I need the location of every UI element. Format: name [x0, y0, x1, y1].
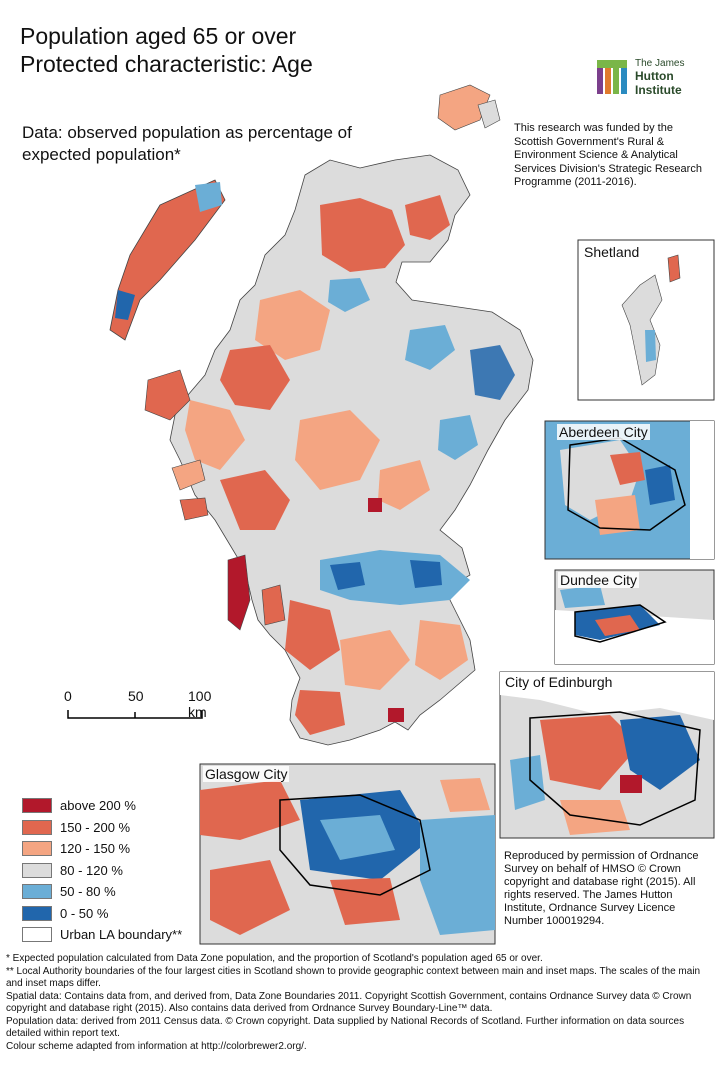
- funding-note: This research was funded by the Scottish…: [514, 122, 702, 188]
- legend-row: 80 - 120 %: [22, 860, 182, 882]
- title-line-2: Protected characteristic: Age: [20, 51, 313, 77]
- map-subtitle: Data: observed population as percentage …: [22, 123, 352, 164]
- footnote-3: Spatial data: Contains data from, and de…: [6, 990, 692, 1015]
- institute-logo-mark: [597, 60, 627, 94]
- inner-islands: [144, 369, 286, 631]
- legend-swatch: [22, 862, 52, 878]
- legend-swatch: [22, 819, 52, 835]
- title-line-1: Population aged 65 or over: [20, 23, 297, 49]
- legend-swatch: [22, 927, 52, 943]
- legend-row: above 200 %: [22, 795, 182, 817]
- scale-tick-100: 100 km: [188, 688, 212, 720]
- os-permission-note: Reproduced by permission of Ordnance Sur…: [504, 850, 699, 927]
- legend-label: above 200 %: [60, 798, 136, 814]
- orkney: [437, 84, 501, 131]
- scale-tick-50: 50: [128, 688, 144, 704]
- legend-row: Urban LA boundary**: [22, 924, 182, 946]
- legend-swatch: [22, 884, 52, 900]
- legend-label: 80 - 120 %: [60, 862, 123, 878]
- footnote-4: Population data: derived from 2011 Censu…: [6, 1015, 685, 1040]
- legend-label: Urban LA boundary**: [60, 927, 183, 943]
- logo-line-3: Institute: [635, 83, 682, 97]
- legend-row: 50 - 80 %: [22, 881, 182, 903]
- legend-label: 50 - 80 %: [60, 884, 116, 900]
- western-isles: [109, 179, 226, 341]
- map-title: Population aged 65 or over Protected cha…: [20, 22, 313, 78]
- shetland-inset: [577, 239, 715, 401]
- aberdeen-label: Aberdeen City: [557, 424, 650, 440]
- dundee-label: Dundee City: [558, 572, 640, 588]
- glasgow-inset: [199, 763, 496, 945]
- footnotes: * Expected population calculated from Da…: [6, 953, 718, 1053]
- legend-label: 120 - 150 %: [60, 841, 131, 857]
- scale-tick-0: 0: [64, 688, 72, 704]
- footnote-2: ** Local Authority boundaries of the fou…: [6, 965, 701, 990]
- glasgow-label: Glasgow City: [203, 766, 290, 782]
- legend-swatch: [22, 841, 52, 857]
- logo-text: The James Hutton Institute: [635, 58, 684, 98]
- legend-label: 150 - 200 %: [60, 819, 131, 835]
- institute-logo: The James Hutton Institute: [595, 56, 715, 100]
- aberdeen-inset: [544, 420, 715, 560]
- legend-row: 0 - 50 %: [22, 903, 182, 925]
- footnote-1: * Expected population calculated from Da…: [6, 953, 543, 964]
- scotland-mainland: [169, 154, 534, 746]
- logo-line-2: Hutton: [635, 69, 674, 83]
- legend-swatch: [22, 905, 52, 921]
- legend-label: 0 - 50 %: [60, 905, 109, 921]
- legend-swatch: [22, 798, 52, 814]
- logo-line-1: The James: [635, 58, 685, 69]
- edinburgh-inset: [499, 671, 715, 839]
- scale-labels: 0 50 100 km: [64, 688, 214, 728]
- footnote-5: Colour scheme adapted from information a…: [6, 1040, 307, 1052]
- legend-row: 150 - 200 %: [22, 817, 182, 839]
- edinburgh-label: City of Edinburgh: [503, 674, 615, 690]
- scale-bar: [67, 710, 203, 719]
- map-legend: above 200 % 150 - 200 % 120 - 150 % 80 -…: [22, 795, 182, 946]
- shetland-label: Shetland: [582, 244, 642, 260]
- legend-row: 120 - 150 %: [22, 838, 182, 860]
